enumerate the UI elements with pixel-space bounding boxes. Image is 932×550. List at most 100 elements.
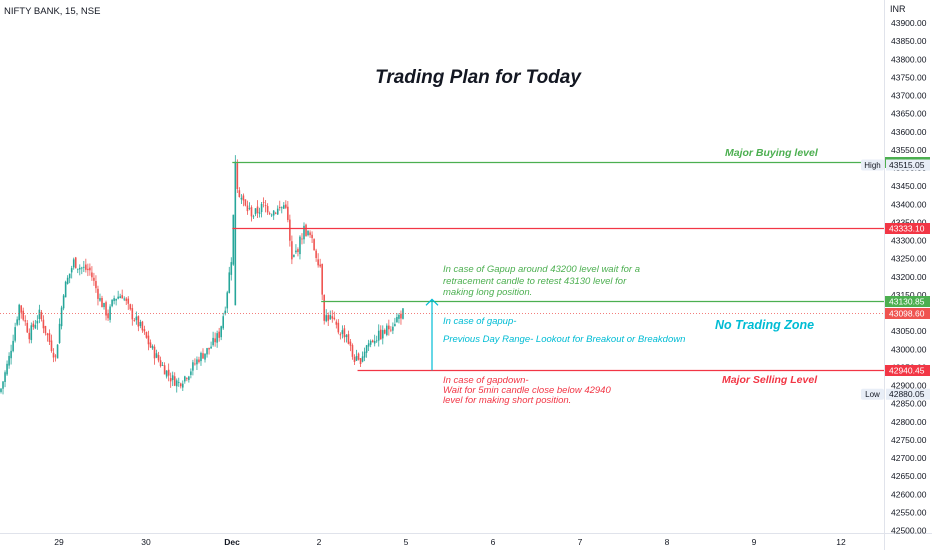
candle-body (165, 370, 168, 377)
candle-body (236, 163, 239, 189)
x-tick-label: 29 (54, 537, 64, 547)
candle-body (135, 316, 138, 321)
candle-body (323, 295, 325, 321)
plot-area[interactable] (0, 0, 884, 533)
candle-body (2, 381, 4, 389)
y-tick-label: 43850.00 (891, 36, 927, 46)
candle-body (224, 310, 227, 314)
y-tick-label: 42600.00 (891, 489, 927, 499)
candle-body (107, 313, 109, 319)
y-tick-label: 42550.00 (891, 507, 927, 517)
candle-body (214, 338, 216, 343)
candle-body (230, 262, 233, 275)
candle-body (379, 329, 382, 340)
candle-body (50, 340, 53, 352)
candle-body (295, 250, 297, 253)
candle-body (18, 304, 20, 321)
candle-body (76, 268, 79, 270)
candle-body (64, 281, 67, 298)
candle-body (145, 332, 148, 338)
candle-body (103, 302, 105, 308)
candle-body (388, 325, 390, 330)
candle-body (216, 333, 218, 343)
candle-body (278, 206, 281, 209)
x-tick-label: 2 (317, 537, 322, 547)
candle-body (121, 295, 123, 299)
y-tick-label: 43550.00 (891, 145, 927, 155)
candle-body (234, 161, 237, 306)
symbol-header: NIFTY BANK, 15, NSE (4, 6, 100, 17)
candle-body (184, 376, 186, 382)
candle-body (83, 266, 85, 268)
y-tick-label: 43000.00 (891, 344, 927, 354)
candle-body (97, 288, 99, 299)
candle-body (74, 257, 77, 269)
candle-body (188, 376, 190, 380)
candle-body (272, 210, 275, 216)
candles (0, 155, 404, 395)
candle-body (333, 317, 336, 320)
candle-body (137, 316, 140, 327)
candle-body (85, 264, 87, 270)
candle-body (246, 205, 249, 212)
x-tick-label: 12 (836, 537, 846, 547)
candle-body (70, 268, 73, 273)
candle-body (129, 304, 132, 310)
candle-body (240, 197, 243, 200)
candle-body (149, 342, 152, 348)
candle-body (177, 382, 180, 383)
candle-body (186, 378, 188, 380)
candle-body (365, 345, 368, 353)
range-notes: In case of gapup- Previous Day Range- Lo… (443, 316, 685, 345)
candle-body (89, 267, 91, 271)
candle-body (252, 216, 255, 218)
candle-body (119, 296, 121, 299)
y-tick-label: 43400.00 (891, 199, 927, 209)
candle-body (359, 358, 362, 364)
candle-body (200, 352, 202, 362)
low-value-box (886, 388, 930, 400)
level-price-box (885, 296, 930, 307)
candle-body (14, 327, 16, 341)
candle-body (133, 320, 136, 321)
y-tick-label: 43050.00 (891, 326, 927, 336)
candle-body (40, 312, 43, 320)
candle-body (319, 264, 321, 267)
candle-body (157, 355, 160, 361)
level-price-box (885, 223, 930, 234)
candle-body (34, 324, 37, 329)
x-tick-label: 9 (752, 537, 757, 547)
major-buying-annotation: Major Buying level (725, 147, 819, 159)
chart-title: Trading Plan for Today (375, 67, 582, 88)
candle-body (325, 315, 328, 322)
candle-body (363, 351, 366, 358)
candle-body (384, 329, 386, 334)
candle-body (208, 347, 210, 350)
candle-body (343, 328, 346, 338)
candle-body (218, 331, 220, 338)
y-tick-label: 43800.00 (891, 54, 927, 64)
candle-body (54, 355, 57, 357)
candle-body (232, 214, 235, 265)
candle-body (390, 329, 392, 331)
last-price-box (885, 308, 930, 319)
candle-body (337, 322, 340, 333)
gapdown-plan-line-2: Wait for 5min candle close below 42940 (443, 385, 611, 396)
candle-body (167, 369, 170, 376)
candle-body (87, 268, 89, 271)
candle-body (317, 259, 319, 266)
candle-body (311, 234, 313, 239)
candle-body (301, 238, 303, 240)
high-value-box (886, 159, 930, 171)
candle-body (309, 232, 311, 236)
y-tick-label: 43200.00 (891, 272, 927, 282)
candle-body (287, 206, 289, 220)
gapup-plan-line-2: retracement candle to retest 43130 level… (443, 276, 627, 287)
y-tick-label: 43700.00 (891, 91, 927, 101)
candle-body (268, 213, 271, 214)
candle-body (24, 320, 27, 322)
candle-body (125, 298, 128, 301)
candle-body (16, 319, 18, 325)
candle-body (347, 334, 350, 344)
candle-body (392, 326, 394, 331)
